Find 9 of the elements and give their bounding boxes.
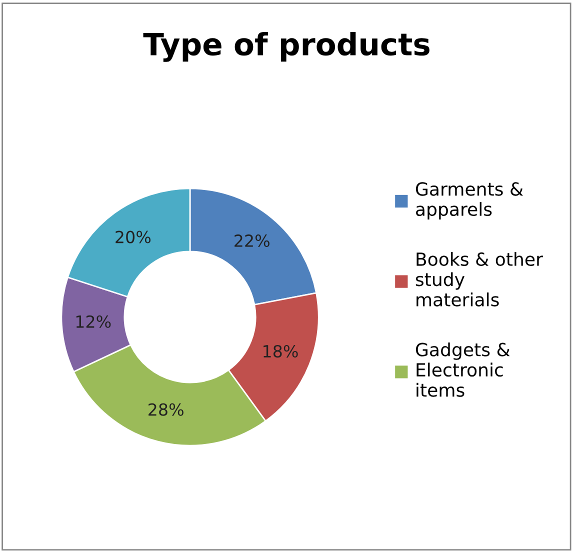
data-label: 12% bbox=[76, 315, 111, 328]
data-label: 22% bbox=[234, 234, 270, 248]
data-label: 28% bbox=[148, 403, 184, 416]
data-label: 20% bbox=[116, 230, 151, 244]
legend-label: Garments & apparels bbox=[416, 182, 524, 220]
legend-label: Gadgets & Electronic items bbox=[416, 342, 510, 397]
legend-label: Books & other study materials bbox=[416, 252, 543, 306]
data-label: 18% bbox=[264, 344, 298, 358]
chart-title: Type of products bbox=[143, 32, 430, 62]
